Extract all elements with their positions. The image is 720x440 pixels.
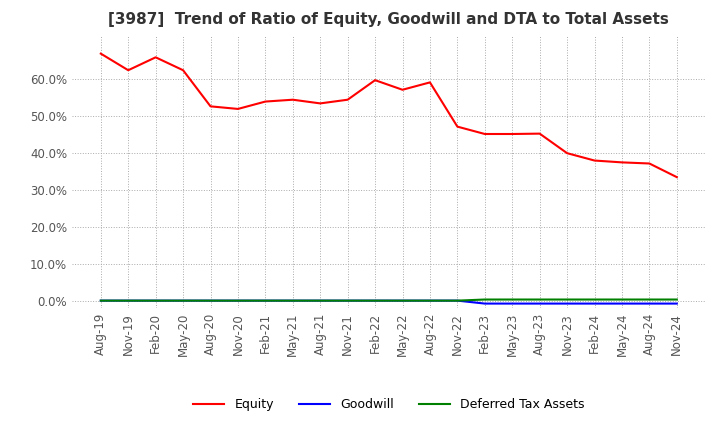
Equity: [645, 161, 654, 166]
Deferred Tax Assets: [343, 298, 352, 303]
Goodwill: [536, 301, 544, 306]
Deferred Tax Assets: [536, 297, 544, 302]
Goodwill: [508, 301, 516, 306]
Line: Goodwill: Goodwill: [101, 301, 677, 304]
Deferred Tax Assets: [590, 297, 599, 302]
Deferred Tax Assets: [563, 297, 572, 302]
Goodwill: [233, 298, 242, 303]
Deferred Tax Assets: [316, 298, 325, 303]
Deferred Tax Assets: [672, 297, 681, 302]
Line: Deferred Tax Assets: Deferred Tax Assets: [101, 300, 677, 301]
Deferred Tax Assets: [480, 297, 489, 302]
Equity: [371, 77, 379, 83]
Deferred Tax Assets: [426, 298, 434, 303]
Equity: [124, 68, 132, 73]
Goodwill: [289, 298, 297, 303]
Deferred Tax Assets: [398, 298, 407, 303]
Goodwill: [618, 301, 626, 306]
Title: [3987]  Trend of Ratio of Equity, Goodwill and DTA to Total Assets: [3987] Trend of Ratio of Equity, Goodwil…: [109, 12, 669, 27]
Deferred Tax Assets: [233, 298, 242, 303]
Deferred Tax Assets: [645, 297, 654, 302]
Goodwill: [563, 301, 572, 306]
Goodwill: [151, 298, 160, 303]
Deferred Tax Assets: [179, 298, 187, 303]
Equity: [426, 80, 434, 85]
Goodwill: [96, 298, 105, 303]
Deferred Tax Assets: [261, 298, 270, 303]
Equity: [206, 104, 215, 109]
Goodwill: [316, 298, 325, 303]
Equity: [536, 131, 544, 136]
Equity: [96, 51, 105, 56]
Equity: [316, 101, 325, 106]
Line: Equity: Equity: [101, 54, 677, 177]
Goodwill: [124, 298, 132, 303]
Equity: [343, 97, 352, 103]
Deferred Tax Assets: [124, 298, 132, 303]
Equity: [289, 97, 297, 103]
Equity: [672, 175, 681, 180]
Equity: [233, 106, 242, 112]
Deferred Tax Assets: [206, 298, 215, 303]
Legend: Equity, Goodwill, Deferred Tax Assets: Equity, Goodwill, Deferred Tax Assets: [188, 393, 590, 416]
Equity: [453, 124, 462, 129]
Equity: [261, 99, 270, 104]
Equity: [398, 87, 407, 92]
Goodwill: [590, 301, 599, 306]
Equity: [618, 160, 626, 165]
Equity: [480, 132, 489, 137]
Goodwill: [645, 301, 654, 306]
Equity: [590, 158, 599, 163]
Deferred Tax Assets: [289, 298, 297, 303]
Equity: [508, 132, 516, 137]
Goodwill: [453, 298, 462, 303]
Goodwill: [426, 298, 434, 303]
Deferred Tax Assets: [508, 297, 516, 302]
Goodwill: [398, 298, 407, 303]
Goodwill: [480, 301, 489, 306]
Equity: [151, 55, 160, 60]
Deferred Tax Assets: [96, 298, 105, 303]
Goodwill: [179, 298, 187, 303]
Deferred Tax Assets: [151, 298, 160, 303]
Deferred Tax Assets: [618, 297, 626, 302]
Deferred Tax Assets: [453, 298, 462, 303]
Goodwill: [371, 298, 379, 303]
Goodwill: [672, 301, 681, 306]
Goodwill: [343, 298, 352, 303]
Deferred Tax Assets: [371, 298, 379, 303]
Goodwill: [206, 298, 215, 303]
Equity: [179, 68, 187, 73]
Equity: [563, 150, 572, 156]
Goodwill: [261, 298, 270, 303]
